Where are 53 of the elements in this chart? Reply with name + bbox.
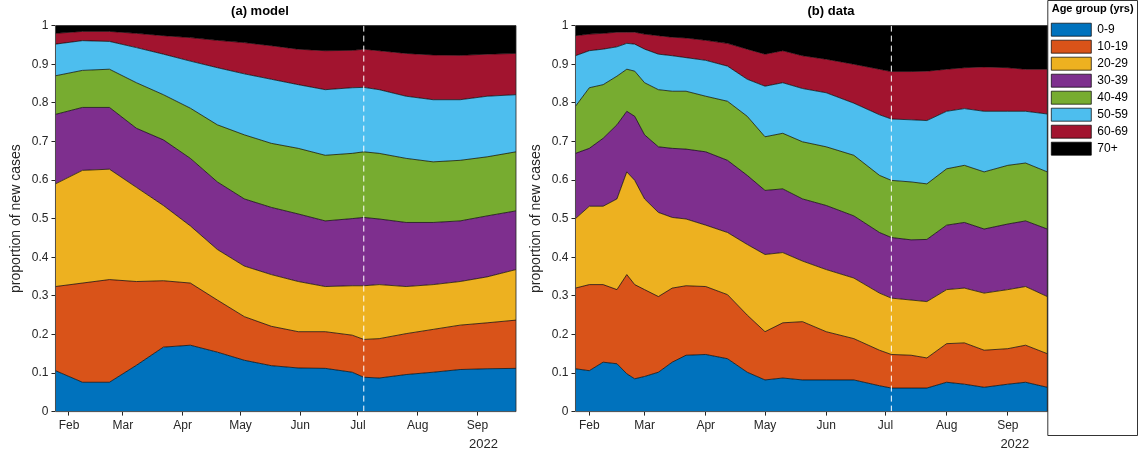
x-tick-label: Mar	[634, 418, 655, 433]
legend-label: 20-29	[1097, 56, 1129, 71]
legend-label: 70+	[1097, 141, 1118, 156]
y-tick-label: 0.4	[551, 249, 569, 264]
y-tick-label: 0.3	[551, 288, 569, 303]
x-tick-label: Jul	[350, 418, 366, 433]
y-tick-label: 0.4	[31, 249, 49, 264]
y-tick-label: 0.6	[551, 172, 569, 187]
x-tick-label: Jul	[877, 418, 894, 433]
legend-label: 0-9	[1097, 22, 1115, 37]
y-tick-label: 0.3	[31, 288, 49, 303]
y-tick-label: 0.1	[31, 365, 49, 380]
x-tick-label: Apr	[173, 418, 192, 433]
y-tick-label: 1	[561, 17, 569, 32]
x-tick-label: Aug	[407, 418, 429, 433]
y-tick-label: 0.8	[31, 95, 49, 110]
x-tick-label: Mar	[112, 418, 134, 433]
y-tick-label: 0	[41, 403, 49, 418]
x-tick-label: Aug	[935, 418, 958, 433]
x-tick-label: Feb	[578, 418, 600, 433]
legend-title: Age group (yrs)	[1051, 1, 1134, 14]
y-tick-label: 0.8	[551, 95, 569, 110]
y-tick-label: 0.5	[31, 210, 49, 225]
y-tick-label: 0.2	[31, 326, 49, 341]
y-tick-label: 0.9	[31, 56, 49, 71]
legend-label: 60-69	[1097, 124, 1129, 139]
legend-label: 50-59	[1097, 107, 1129, 122]
text: 2022	[1000, 435, 1030, 451]
y-tick-label: 0.1	[551, 365, 569, 380]
y-tick-label: 0.7	[551, 133, 569, 148]
x-tick-label: Sep	[997, 418, 1019, 433]
x-tick-label: May	[229, 418, 252, 433]
x-tick-label: Sep	[466, 418, 489, 433]
y-tick-label: 0.6	[31, 172, 49, 187]
y-tick-label: 0.9	[551, 56, 569, 71]
x-tick-label: Apr	[696, 418, 716, 433]
x-tick-label: May	[753, 418, 777, 433]
x-tick-label: Jun	[290, 418, 310, 433]
text: 2022	[469, 435, 498, 451]
x-tick-label: Jun	[816, 418, 836, 433]
y-tick-label: 1	[41, 17, 49, 32]
x-tick-label: Feb	[58, 418, 80, 433]
chart-title: (a) model	[231, 3, 289, 19]
y-tick-label: 0	[561, 403, 569, 418]
legend-label: 40-49	[1097, 90, 1129, 105]
y-axis-title: proportion of new cases	[527, 144, 544, 293]
y-axis-title: proportion of new cases	[7, 144, 24, 293]
chart-title: (b) data	[807, 3, 856, 19]
y-tick-label: 0.7	[31, 133, 49, 148]
y-tick-label: 0.5	[551, 210, 569, 225]
y-tick-label: 0.2	[551, 326, 569, 341]
legend-label: 30-39	[1097, 73, 1129, 88]
legend-label: 10-19	[1097, 39, 1129, 54]
